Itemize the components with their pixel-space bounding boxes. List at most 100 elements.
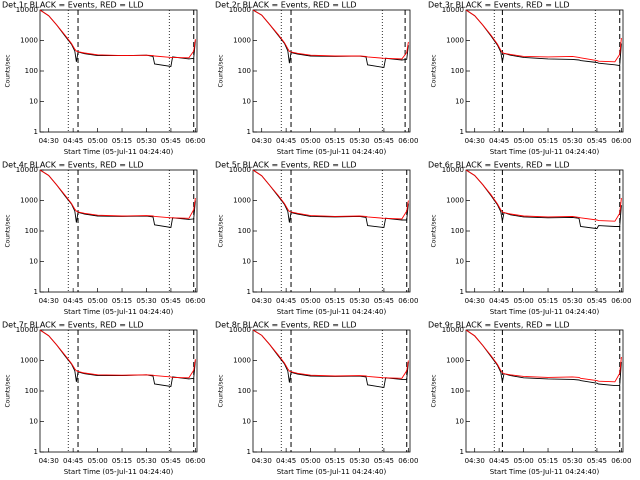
x-tick-label: 06:00: [185, 297, 205, 305]
x-tick-label: 06:00: [611, 297, 631, 305]
y-tick-label: 1: [460, 288, 464, 296]
x-tick-label: 05:15: [538, 457, 558, 465]
y-tick-label: 10: [242, 98, 251, 106]
y-tick-label: 1000: [20, 197, 38, 205]
x-tick-label: 04:30: [39, 297, 59, 305]
series-line: [252, 9, 409, 60]
x-axis-label: Start Time (05-Jul-11 04:24:40): [64, 468, 174, 476]
series-line: [39, 9, 196, 59]
series-line: [39, 169, 196, 229]
x-tick-label: 05:15: [538, 137, 558, 145]
x-tick-label: 04:30: [39, 457, 59, 465]
y-axis-label: Counts/sec: [5, 374, 12, 407]
y-tick-label: 10: [455, 258, 464, 266]
panel-title: Det 3r BLACK = Events, RED = LLD: [428, 1, 570, 10]
panel-title: Det 6r BLACK = Events, RED = LLD: [428, 161, 570, 170]
y-tick-label: 1: [460, 128, 464, 136]
x-tick-label: 04:30: [252, 137, 272, 145]
x-tick-label: 06:00: [611, 137, 631, 145]
y-tick-label: 1000: [446, 37, 464, 45]
panel-title: Det 2r BLACK = Events, RED = LLD: [215, 1, 357, 10]
x-tick-label: 05:45: [161, 137, 181, 145]
plot-frame: [465, 169, 624, 293]
x-tick-label: 04:30: [465, 297, 485, 305]
y-tick-label: 100: [451, 227, 464, 235]
y-axis-label: Counts/sec: [431, 54, 438, 87]
plot-frame: [39, 169, 198, 293]
series-line: [39, 329, 196, 379]
y-tick-label: 100: [238, 227, 251, 235]
x-tick-label: 05:15: [325, 457, 345, 465]
plot-frame: [252, 169, 411, 293]
plot-frame: [252, 9, 411, 133]
x-tick-label: 05:30: [349, 297, 369, 305]
panel-title: Det 8r BLACK = Events, RED = LLD: [215, 321, 357, 330]
series-line: [465, 169, 622, 222]
x-tick-label: 05:30: [562, 297, 582, 305]
y-tick-label: 1: [247, 448, 251, 456]
x-tick-label: 05:45: [374, 137, 394, 145]
y-tick-label: 100: [238, 67, 251, 75]
x-axis-label: Start Time (05-Jul-11 04:24:40): [490, 308, 600, 316]
x-tick-label: 05:45: [374, 297, 394, 305]
y-tick-label: 1000: [446, 357, 464, 365]
series-line: [465, 9, 622, 63]
plot-frame: [465, 9, 624, 133]
y-tick-label: 10: [29, 258, 38, 266]
y-tick-label: 10000: [229, 166, 251, 174]
panel-title: Det 7r BLACK = Events, RED = LLD: [2, 321, 144, 330]
x-tick-label: 04:45: [63, 297, 83, 305]
y-tick-label: 10000: [442, 326, 464, 334]
x-tick-label: 06:00: [398, 457, 418, 465]
x-axis-label: Start Time (05-Jul-11 04:24:40): [64, 308, 174, 316]
y-axis-label: Counts/sec: [431, 214, 438, 247]
x-tick-label: 05:15: [325, 297, 345, 305]
x-tick-label: 06:00: [185, 137, 205, 145]
x-tick-label: 05:00: [87, 297, 107, 305]
x-tick-label: 04:45: [489, 457, 509, 465]
plot-frame: [39, 329, 198, 453]
y-axis-label: Counts/sec: [5, 214, 12, 247]
x-tick-label: 05:00: [513, 137, 533, 145]
series-line: [465, 329, 622, 383]
x-tick-label: 04:45: [276, 297, 296, 305]
y-axis-label: Counts/sec: [218, 374, 225, 407]
x-tick-label: 05:45: [161, 297, 181, 305]
series-line: [252, 169, 409, 220]
y-tick-label: 100: [451, 387, 464, 395]
x-tick-label: 04:45: [276, 137, 296, 145]
x-axis-label: Start Time (05-Jul-11 04:24:40): [64, 148, 174, 156]
y-tick-label: 100: [25, 67, 38, 75]
y-tick-label: 100: [25, 227, 38, 235]
y-tick-label: 10: [455, 98, 464, 106]
y-tick-label: 10000: [16, 6, 38, 14]
x-tick-label: 04:30: [465, 457, 485, 465]
x-tick-label: 05:15: [325, 137, 345, 145]
series-line: [252, 329, 409, 389]
y-tick-label: 10000: [442, 6, 464, 14]
series-line: [465, 329, 622, 387]
x-tick-label: 05:45: [587, 457, 607, 465]
y-tick-label: 1: [460, 448, 464, 456]
x-tick-label: 04:45: [489, 137, 509, 145]
x-tick-label: 05:00: [87, 137, 107, 145]
y-tick-label: 1: [34, 288, 38, 296]
x-tick-label: 04:30: [39, 137, 59, 145]
y-tick-label: 1: [34, 448, 38, 456]
x-axis-label: Start Time (05-Jul-11 04:24:40): [277, 148, 387, 156]
y-tick-label: 1000: [233, 197, 251, 205]
y-tick-label: 100: [25, 387, 38, 395]
panel-title: Det 1r BLACK = Events, RED = LLD: [2, 1, 144, 10]
x-tick-label: 05:30: [136, 137, 156, 145]
y-axis-label: Counts/sec: [218, 54, 225, 87]
x-tick-label: 05:30: [136, 297, 156, 305]
x-tick-label: 05:45: [587, 137, 607, 145]
x-tick-label: 04:45: [63, 137, 83, 145]
x-tick-label: 05:30: [562, 137, 582, 145]
y-axis-label: Counts/sec: [431, 374, 438, 407]
x-tick-label: 05:15: [538, 297, 558, 305]
y-tick-label: 100: [451, 67, 464, 75]
y-tick-label: 10: [455, 418, 464, 426]
plot-frame: [39, 9, 198, 133]
x-tick-label: 04:30: [252, 457, 272, 465]
